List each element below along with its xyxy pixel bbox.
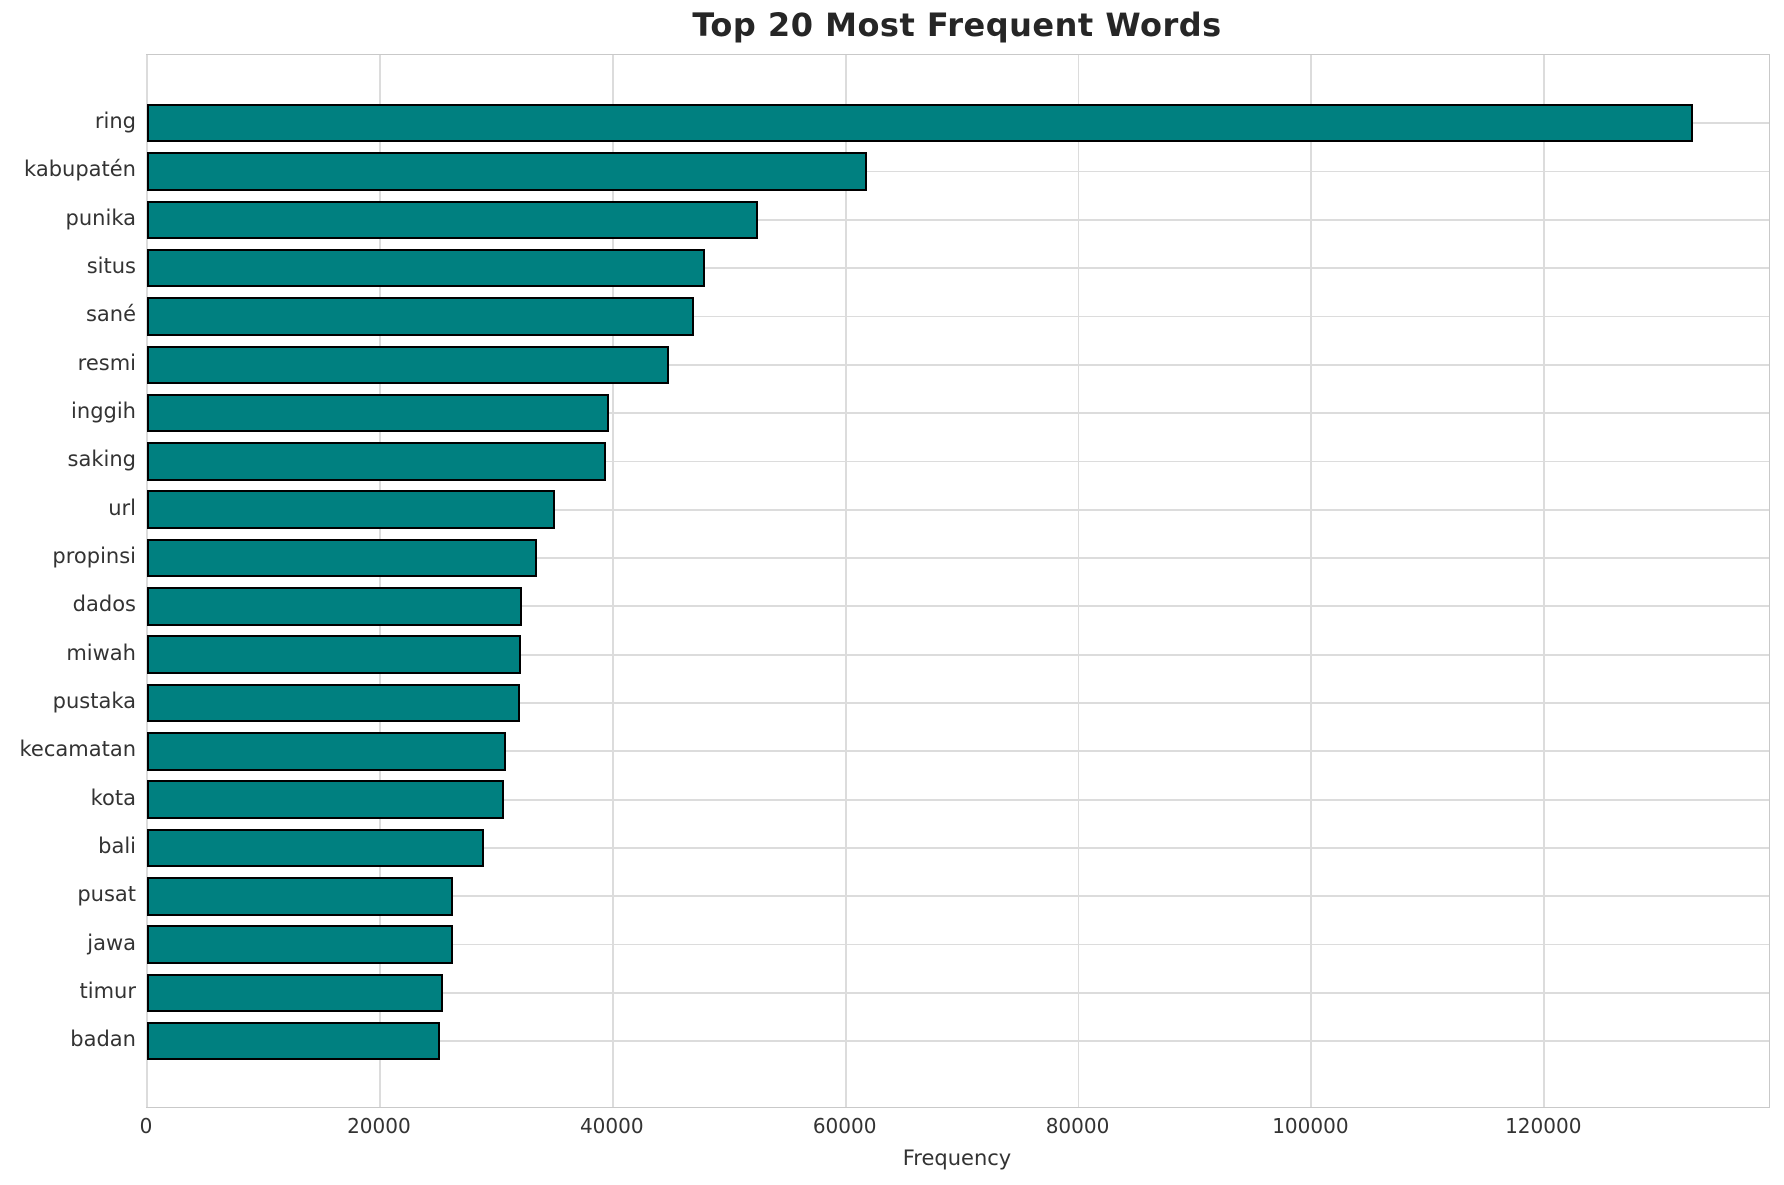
gridline-y-timur (147, 992, 1769, 994)
y-tick-label-situs: situs (86, 254, 136, 279)
gridline-y-miwah (147, 653, 1769, 656)
gridline-y-url (147, 508, 1769, 511)
y-tick-label-punika: punika (65, 205, 136, 230)
y-tick-label-miwah: miwah (66, 640, 136, 665)
bar-miwah (147, 635, 521, 674)
bar-pustaka (147, 683, 520, 723)
gridline-y-kota (147, 798, 1769, 801)
gridline-y-pusat (147, 895, 1769, 898)
x-tick-label-0: 0 (139, 1114, 153, 1138)
gridline-x-40000 (611, 55, 614, 1107)
gridline-y-dados (147, 605, 1769, 608)
gridline-y-kabupatén (147, 170, 1769, 173)
y-tick-label-sané: sané (85, 302, 136, 327)
gridline-y-saking (147, 460, 1769, 463)
bar-resmi (147, 345, 669, 384)
bar-inggih (147, 393, 610, 433)
x-tick-label-100000: 100000 (1272, 1114, 1349, 1138)
gridline-y-inggih (147, 412, 1769, 414)
y-tick-label-resmi: resmi (77, 350, 136, 375)
x-axis-label: Frequency (902, 1146, 1012, 1170)
plot-area (146, 54, 1770, 1108)
x-tick-label-120000: 120000 (1505, 1114, 1582, 1138)
gridline-y-jawa (147, 943, 1769, 946)
bar-badan (147, 1021, 441, 1061)
gridline-x-60000 (844, 55, 847, 1107)
bar-timur (147, 973, 443, 1013)
y-tick-label-badan: badan (70, 1027, 136, 1052)
bar-situs (147, 248, 705, 288)
bar-sané (147, 297, 695, 336)
gridline-y-badan (147, 1040, 1769, 1043)
y-tick-label-pusat: pusat (77, 882, 136, 907)
y-tick-label-ring: ring (94, 109, 136, 134)
bar-saking (147, 442, 606, 481)
x-tick-label-80000: 80000 (1045, 1114, 1110, 1138)
bar-ring (147, 103, 1694, 143)
chart-title: Top 20 Most Frequent Words (692, 6, 1222, 44)
bar-bali (147, 828, 484, 868)
x-tick-label-60000: 60000 (812, 1114, 877, 1138)
y-tick-label-kecamatan: kecamatan (19, 737, 136, 762)
bar-propinsi (147, 538, 538, 578)
x-tick-label-40000: 40000 (579, 1114, 644, 1138)
y-tick-label-inggih: inggih (71, 399, 136, 424)
bar-pusat (147, 877, 454, 916)
y-tick-label-kabupatén: kabupatén (24, 157, 136, 182)
gridline-x-20000 (378, 55, 381, 1107)
y-tick-label-kota: kota (90, 785, 136, 810)
gridline-y-kecamatan (147, 750, 1769, 753)
gridline-x-0 (146, 55, 148, 1107)
gridline-y-resmi (147, 363, 1769, 366)
bar-kabupatén (147, 152, 867, 191)
bar-kecamatan (147, 732, 506, 771)
y-tick-label-dados: dados (72, 592, 136, 617)
gridline-y-sané (147, 315, 1769, 318)
gridline-y-bali (147, 847, 1769, 849)
x-tick-label-20000: 20000 (347, 1114, 411, 1138)
y-tick-label-saking: saking (67, 447, 136, 472)
bar-url (147, 490, 555, 529)
gridline-y-pustaka (147, 702, 1769, 704)
y-tick-label-url: url (108, 495, 136, 520)
gridline-y-propinsi (147, 557, 1769, 559)
bar-jawa (147, 925, 454, 964)
y-tick-label-pustaka: pustaka (52, 689, 136, 713)
gridline-x-100000 (1310, 55, 1313, 1107)
y-tick-label-propinsi: propinsi (52, 544, 136, 569)
y-tick-label-timur: timur (79, 978, 136, 1003)
y-tick-label-bali: bali (98, 833, 136, 858)
gridline-x-120000 (1543, 55, 1546, 1107)
bar-dados (147, 587, 522, 626)
y-tick-label-jawa: jawa (87, 930, 136, 955)
bar-punika (147, 200, 759, 240)
gridline-y-punika (147, 218, 1769, 221)
bar-kota (147, 780, 505, 819)
gridline-y-situs (147, 267, 1769, 270)
gridline-x-80000 (1077, 55, 1080, 1107)
